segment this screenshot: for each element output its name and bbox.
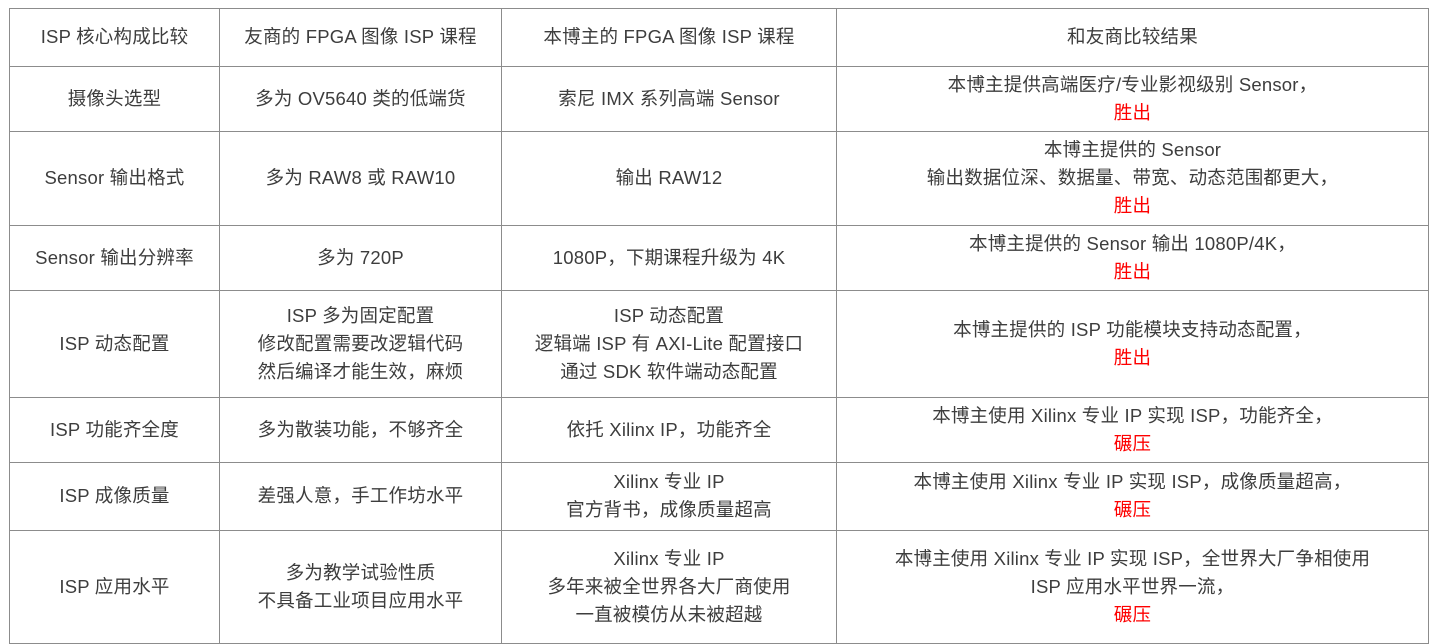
cell-aspect: ISP 应用水平 xyxy=(9,529,220,644)
cell-competitor: 多为 RAW8 或 RAW10 xyxy=(219,131,502,226)
competitor-text: 多为 RAW8 或 RAW10 xyxy=(265,167,456,189)
cell-result: 本博主使用 Xilinx 专业 IP 实现 ISP，全世界大厂争相使用 ISP … xyxy=(836,529,1429,644)
verdict-badge: 碾压 xyxy=(1113,604,1152,626)
result-text: 本博主使用 Xilinx 专业 IP 实现 ISP，成像质量超高， xyxy=(913,471,1352,493)
verdict-badge: 胜出 xyxy=(1113,260,1152,282)
author-text: Xilinx 专业 IP 多年来被全世界各大厂商使用 一直被模仿从未被超越 xyxy=(547,547,791,626)
author-text: 依托 Xilinx IP，功能齐全 xyxy=(566,418,772,440)
result-text: 本博主使用 Xilinx 专业 IP 实现 ISP，功能齐全， xyxy=(932,404,1333,426)
result-text: 本博主提供的 Sensor 输出数据位深、数据量、带宽、动态范围都更大， xyxy=(926,139,1339,189)
cell-competitor: 多为 720P xyxy=(219,224,502,291)
cell-result: 本博主使用 Xilinx 专业 IP 实现 ISP，成像质量超高， 碾压 xyxy=(836,461,1429,531)
table-header-row: ISP 核心构成比较 友商的 FPGA 图像 ISP 课程 本博主的 FPGA … xyxy=(9,8,1429,67)
cell-author: ISP 动态配置 逻辑端 ISP 有 AXI-Lite 配置接口 通过 SDK … xyxy=(501,289,837,398)
aspect-text: ISP 应用水平 xyxy=(59,575,170,597)
column-header-competitor-label: 友商的 FPGA 图像 ISP 课程 xyxy=(244,26,477,48)
competitor-text: 多为教学试验性质 不具备工业项目应用水平 xyxy=(257,561,464,611)
column-header-aspect: ISP 核心构成比较 xyxy=(9,8,220,67)
column-header-aspect-label: ISP 核心构成比较 xyxy=(40,26,189,48)
aspect-text: Sensor 输出格式 xyxy=(44,167,185,189)
cell-aspect: Sensor 输出分辨率 xyxy=(9,224,220,291)
verdict-badge: 碾压 xyxy=(1113,499,1152,521)
aspect-text: ISP 动态配置 xyxy=(59,332,170,354)
table-row: ISP 成像质量 差强人意，手工作坊水平 Xilinx 专业 IP 官方背书，成… xyxy=(9,461,1429,531)
cell-author: Xilinx 专业 IP 官方背书，成像质量超高 xyxy=(501,461,837,531)
aspect-text: 摄像头选型 xyxy=(67,88,162,110)
table-row: ISP 功能齐全度 多为散装功能，不够齐全 依托 Xilinx IP，功能齐全 … xyxy=(9,396,1429,463)
verdict-badge: 胜出 xyxy=(1113,346,1152,368)
cell-author: 索尼 IMX 系列高端 Sensor xyxy=(501,65,837,133)
verdict-badge: 胜出 xyxy=(1113,102,1152,124)
cell-author: Xilinx 专业 IP 多年来被全世界各大厂商使用 一直被模仿从未被超越 xyxy=(501,529,837,644)
cell-aspect: ISP 成像质量 xyxy=(9,461,220,531)
table-row: ISP 动态配置 ISP 多为固定配置 修改配置需要改逻辑代码 然后编译才能生效… xyxy=(9,289,1429,398)
isp-comparison-table: ISP 核心构成比较 友商的 FPGA 图像 ISP 课程 本博主的 FPGA … xyxy=(9,8,1429,644)
document-canvas: ISP 核心构成比较 友商的 FPGA 图像 ISP 课程 本博主的 FPGA … xyxy=(9,8,1429,644)
column-header-author-label: 本博主的 FPGA 图像 ISP 课程 xyxy=(543,26,795,48)
aspect-text: Sensor 输出分辨率 xyxy=(35,246,194,268)
cell-competitor: 差强人意，手工作坊水平 xyxy=(219,461,502,531)
cell-result: 本博主提供的 Sensor 输出数据位深、数据量、带宽、动态范围都更大， 胜出 xyxy=(836,131,1429,226)
cell-result: 本博主提供的 Sensor 输出 1080P/4K， 胜出 xyxy=(836,224,1429,291)
table-row: ISP 应用水平 多为教学试验性质 不具备工业项目应用水平 Xilinx 专业 … xyxy=(9,529,1429,644)
table-row: Sensor 输出格式 多为 RAW8 或 RAW10 输出 RAW12 本博主… xyxy=(9,131,1429,226)
column-header-author: 本博主的 FPGA 图像 ISP 课程 xyxy=(501,8,837,67)
result-text: 本博主提供的 ISP 功能模块支持动态配置， xyxy=(953,318,1312,340)
column-header-competitor: 友商的 FPGA 图像 ISP 课程 xyxy=(219,8,502,67)
author-text: Xilinx 专业 IP 官方背书，成像质量超高 xyxy=(566,471,772,521)
result-text: 本博主提供的 Sensor 输出 1080P/4K， xyxy=(969,232,1296,254)
result-text: 本博主提供高端医疗/专业影视级别 Sensor， xyxy=(947,74,1318,95)
competitor-text: 差强人意，手工作坊水平 xyxy=(257,485,464,507)
cell-aspect: ISP 功能齐全度 xyxy=(9,396,220,463)
verdict-badge: 碾压 xyxy=(1113,432,1152,454)
cell-aspect: ISP 动态配置 xyxy=(9,289,220,398)
cell-author: 1080P，下期课程升级为 4K xyxy=(501,224,837,291)
competitor-text: 多为 OV5640 类的低端货 xyxy=(255,88,466,110)
author-text: 索尼 IMX 系列高端 Sensor xyxy=(558,88,780,110)
cell-author: 输出 RAW12 xyxy=(501,131,837,226)
verdict-badge: 胜出 xyxy=(1113,195,1152,217)
author-text: 1080P，下期课程升级为 4K xyxy=(552,246,786,268)
author-text: 输出 RAW12 xyxy=(615,167,723,189)
competitor-text: ISP 多为固定配置 修改配置需要改逻辑代码 然后编译才能生效，麻烦 xyxy=(257,304,464,382)
column-header-result-label: 和友商比较结果 xyxy=(1067,26,1198,48)
column-header-result: 和友商比较结果 xyxy=(836,8,1429,67)
cell-competitor: 多为教学试验性质 不具备工业项目应用水平 xyxy=(219,529,502,644)
cell-result: 本博主提供的 ISP 功能模块支持动态配置， 胜出 xyxy=(836,289,1429,398)
result-text: 本博主使用 Xilinx 专业 IP 实现 ISP，全世界大厂争相使用 ISP … xyxy=(894,547,1371,597)
aspect-text: ISP 成像质量 xyxy=(59,485,170,507)
cell-competitor: ISP 多为固定配置 修改配置需要改逻辑代码 然后编译才能生效，麻烦 xyxy=(219,289,502,398)
cell-competitor: 多为散装功能，不够齐全 xyxy=(219,396,502,463)
table-row: 摄像头选型 多为 OV5640 类的低端货 索尼 IMX 系列高端 Sensor… xyxy=(9,65,1429,133)
cell-aspect: 摄像头选型 xyxy=(9,65,220,133)
table-row: Sensor 输出分辨率 多为 720P 1080P，下期课程升级为 4K 本博… xyxy=(9,224,1429,291)
cell-aspect: Sensor 输出格式 xyxy=(9,131,220,226)
competitor-text: 多为 720P xyxy=(317,246,404,268)
cell-author: 依托 Xilinx IP，功能齐全 xyxy=(501,396,837,463)
competitor-text: 多为散装功能，不够齐全 xyxy=(257,418,464,440)
cell-result: 本博主提供高端医疗/专业影视级别 Sensor， 胜出 xyxy=(836,65,1429,133)
cell-result: 本博主使用 Xilinx 专业 IP 实现 ISP，功能齐全， 碾压 xyxy=(836,396,1429,463)
author-text: ISP 动态配置 逻辑端 ISP 有 AXI-Lite 配置接口 通过 SDK … xyxy=(534,304,804,382)
aspect-text: ISP 功能齐全度 xyxy=(50,418,179,440)
cell-competitor: 多为 OV5640 类的低端货 xyxy=(219,65,502,133)
